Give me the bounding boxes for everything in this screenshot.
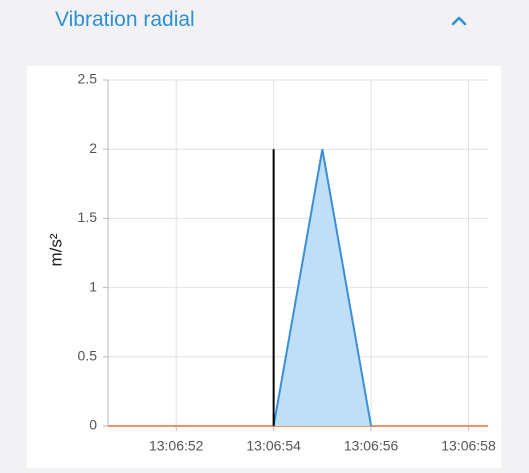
- y-axis-label: m/s²: [46, 233, 65, 266]
- x-tick-label: 13:06:52: [149, 438, 204, 454]
- section-title: Vibration radial: [55, 8, 195, 31]
- x-tick-label: 13:06:54: [246, 438, 301, 454]
- chart-card: m/s² 0 0.5 1 1.5 2 2.5 13:06:52 13:06:54 13:06:5…: [27, 66, 501, 468]
- x-tick-label: 13:06:58: [441, 438, 496, 454]
- y-tick-label: 1.5: [78, 209, 98, 225]
- y-tick-label: 1: [89, 278, 97, 294]
- collapse-chevron[interactable]: [446, 8, 472, 34]
- chart: m/s² 0 0.5 1 1.5 2 2.5 13:06:52 13:06:54 13:06:5…: [46, 71, 496, 454]
- x-tick-label: 13:06:56: [344, 438, 399, 454]
- line: [272, 149, 373, 427]
- y-tick-label: 2.5: [78, 71, 98, 87]
- plot: [108, 149, 488, 427]
- y-tick-label: 0: [89, 417, 97, 433]
- y-tick-label: 2: [89, 140, 97, 156]
- y-tick-label: 0.5: [78, 348, 98, 364]
- area: [273, 149, 372, 426]
